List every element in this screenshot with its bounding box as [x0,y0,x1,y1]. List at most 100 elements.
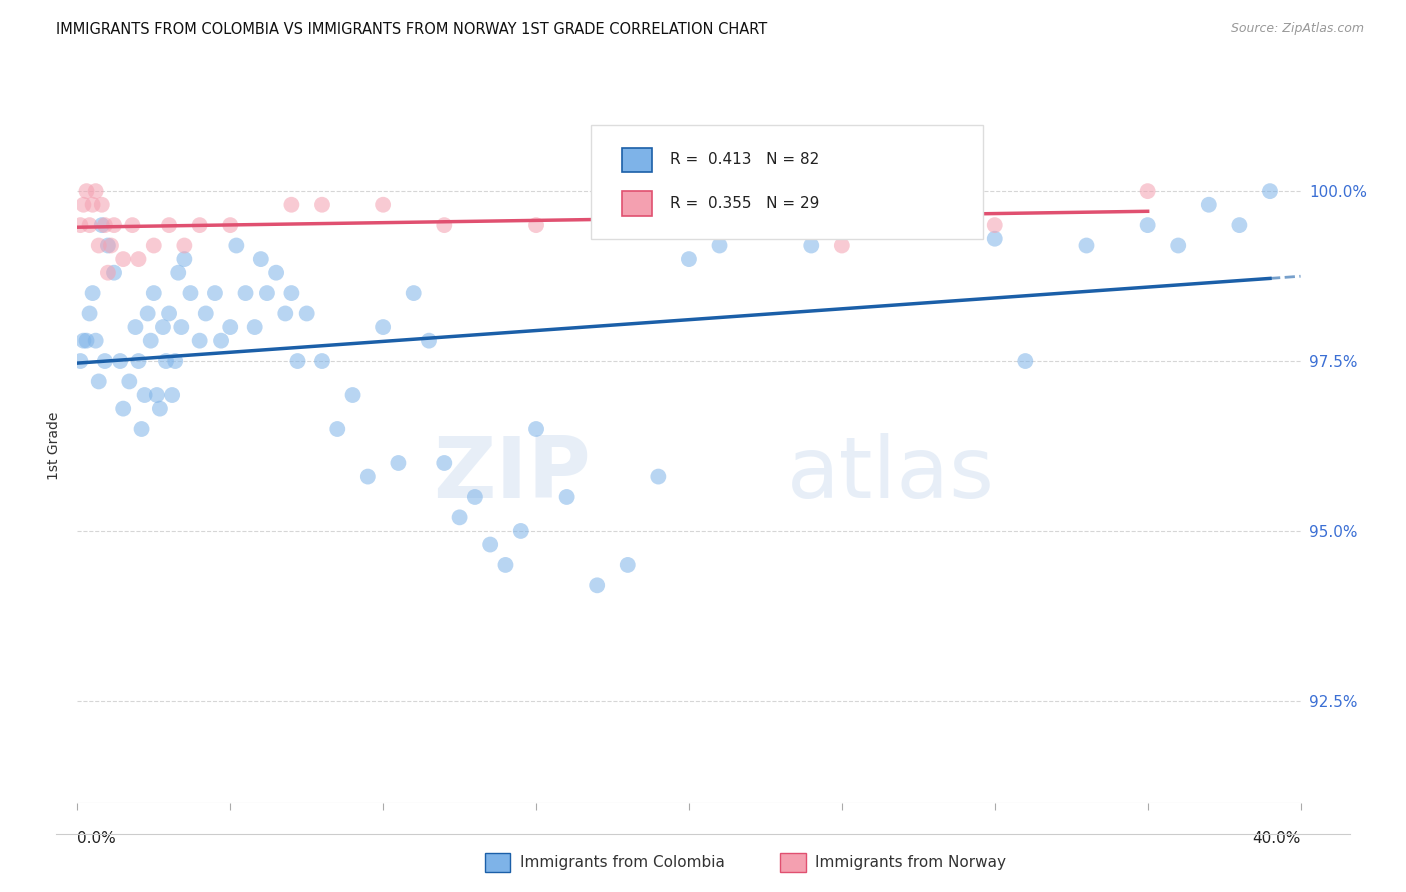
Text: R =  0.413   N = 82: R = 0.413 N = 82 [671,153,820,168]
Point [146,388,169,402]
Point [678,252,700,266]
Text: Source: ZipAtlas.com: Source: ZipAtlas.com [1230,22,1364,36]
Point [256,286,278,301]
Point [342,388,364,402]
Point [402,286,425,301]
Point [862,198,884,212]
Point [287,354,309,368]
Point [97,238,120,252]
Point [76,184,98,198]
Point [157,306,180,320]
Point [87,238,110,252]
Point [194,306,217,320]
Point [165,354,187,368]
Point [769,198,792,212]
Point [94,354,117,368]
Point [280,198,302,212]
Point [1167,238,1189,252]
Point [170,320,193,334]
Point [79,306,101,320]
Point [84,184,107,198]
Point [225,238,247,252]
Point [984,218,1007,232]
Point [1136,218,1159,232]
Point [617,558,640,572]
Point [264,266,287,280]
Text: Immigrants from Colombia: Immigrants from Colombia [520,855,725,870]
Point [418,334,440,348]
Point [179,286,201,301]
Point [155,354,177,368]
Point [121,218,143,232]
Point [235,286,257,301]
Point [118,375,141,389]
Point [524,218,547,232]
Point [82,286,104,301]
Point [495,558,517,572]
Text: ZIP: ZIP [433,433,591,516]
Point [219,218,242,232]
Point [149,401,172,416]
Point [84,334,107,348]
Text: IMMIGRANTS FROM COLOMBIA VS IMMIGRANTS FROM NORWAY 1ST GRADE CORRELATION CHART: IMMIGRANTS FROM COLOMBIA VS IMMIGRANTS F… [56,22,768,37]
Point [433,218,456,232]
Point [131,422,153,436]
Point [188,334,211,348]
Point [371,320,394,334]
Point [326,422,349,436]
Point [128,354,150,368]
Point [219,320,242,334]
Point [740,218,762,232]
Point [90,218,112,232]
Point [509,524,531,538]
Point [1198,198,1220,212]
FancyBboxPatch shape [621,147,651,172]
Point [295,306,318,320]
Point [831,238,853,252]
Point [94,218,117,232]
Point [922,218,945,232]
Point [87,375,110,389]
Text: 40.0%: 40.0% [1253,831,1301,847]
Point [69,354,91,368]
Point [103,266,125,280]
Point [112,252,135,266]
Point [134,388,156,402]
Point [108,354,131,368]
Point [311,198,333,212]
Point [1014,354,1036,368]
Point [243,320,266,334]
Point [128,252,150,266]
Point [167,266,190,280]
FancyBboxPatch shape [591,125,983,239]
Point [647,469,669,483]
Point [124,320,146,334]
Point [90,198,112,212]
Point [142,238,165,252]
Point [250,252,273,266]
Point [678,198,700,212]
Point [984,232,1007,246]
Point [136,306,159,320]
Point [173,252,195,266]
Point [586,578,609,592]
Point [800,238,823,252]
Point [204,286,226,301]
Point [387,456,409,470]
Text: atlas: atlas [787,433,995,516]
Point [188,218,211,232]
Point [97,266,120,280]
Point [1136,184,1159,198]
Point [555,490,578,504]
Point [69,218,91,232]
Point [357,469,380,483]
Point [371,198,394,212]
Point [449,510,471,524]
Point [72,198,94,212]
Point [157,218,180,232]
Point [274,306,297,320]
Point [152,320,174,334]
Point [464,490,486,504]
Point [709,238,731,252]
Point [100,238,122,252]
